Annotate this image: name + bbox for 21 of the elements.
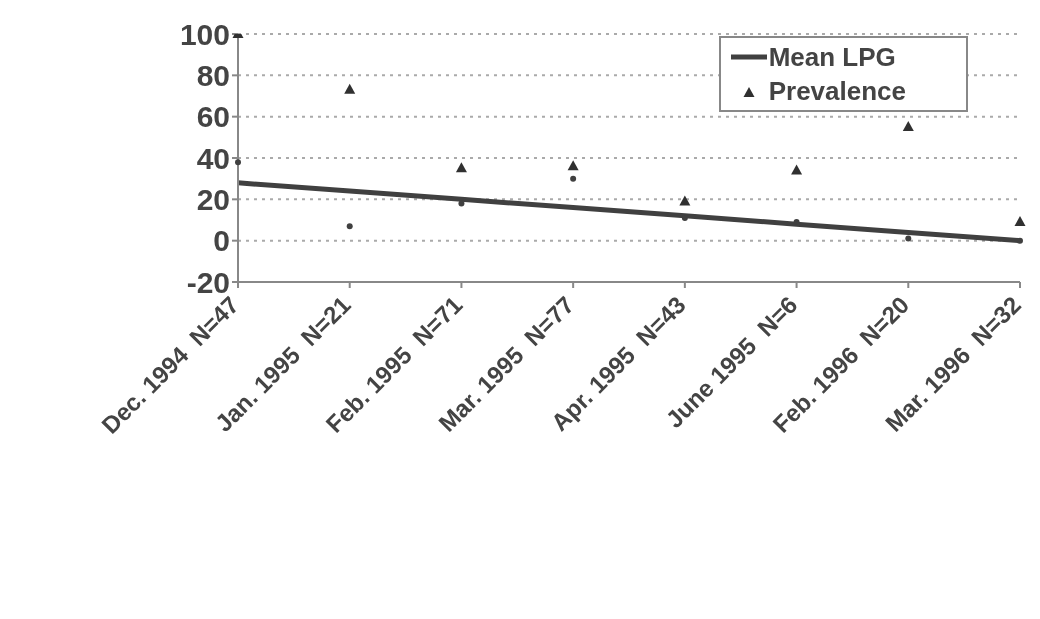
point — [235, 159, 241, 166]
y-tick-label: 20 — [196, 182, 230, 216]
point — [458, 200, 465, 207]
point — [902, 121, 914, 131]
point — [570, 175, 577, 182]
point — [1014, 216, 1026, 227]
point — [791, 164, 803, 175]
y-tick-label: 60 — [196, 100, 230, 134]
y-tick-label: 100 — [179, 17, 230, 51]
legend-label: Mean LPG — [768, 41, 896, 73]
point — [905, 235, 912, 242]
point — [346, 223, 353, 230]
point — [344, 83, 356, 94]
point — [1017, 237, 1023, 244]
point — [679, 195, 691, 206]
y-tick-label: 80 — [196, 58, 230, 92]
point — [567, 160, 579, 171]
point — [455, 162, 467, 173]
y-tick-label: 0 — [213, 224, 230, 258]
legend-label: Prevalence — [768, 75, 906, 107]
y-tick-label: 40 — [196, 141, 230, 175]
